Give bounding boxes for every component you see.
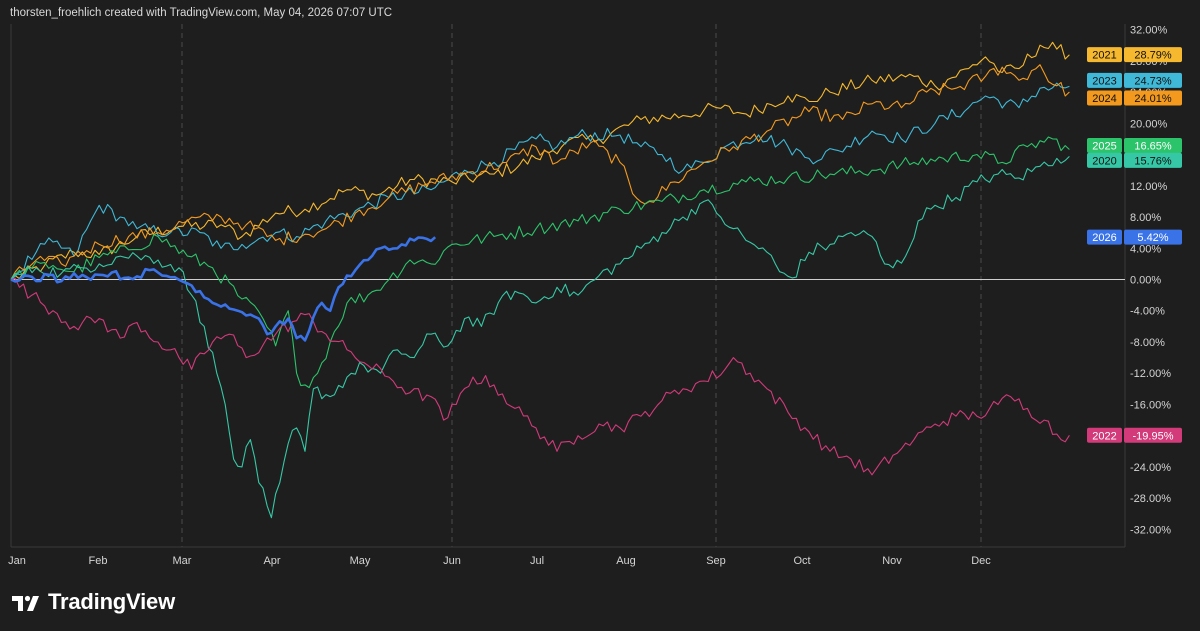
tradingview-logo-icon	[12, 595, 39, 611]
series-line-2022[interactable]	[10, 277, 1070, 476]
value-tag-2023: 2023 24.73%	[1087, 72, 1182, 88]
x-tick-label-apr: Apr	[263, 555, 280, 567]
tag-series-name: 2025	[1092, 140, 1116, 152]
y-tick-label: 4.00%	[1130, 243, 1161, 255]
x-tick-label-feb: Feb	[89, 555, 108, 567]
value-tag-2026: 2026 5.42%	[1087, 229, 1182, 245]
tag-name-box	[1087, 229, 1122, 245]
y-tick-label: 8.00%	[1130, 212, 1161, 224]
tag-series-name: 2023	[1092, 75, 1116, 87]
tag-name-box	[1087, 427, 1122, 443]
tag-value-text: 28.79%	[1134, 50, 1172, 62]
x-tick-label-sep: Sep	[706, 555, 726, 567]
tag-value-text: -19.95%	[1133, 430, 1174, 442]
y-tick-label: -28.00%	[1130, 493, 1171, 505]
y-tick-label: -4.00%	[1130, 306, 1165, 318]
series-lines	[10, 41, 1070, 519]
series-line-2024[interactable]	[10, 64, 1070, 280]
tag-series-name: 2022	[1092, 430, 1116, 442]
series-line-2021[interactable]	[10, 41, 1070, 280]
tag-value-text: 24.73%	[1134, 75, 1172, 87]
y-tick-label: 12.00%	[1130, 181, 1168, 193]
x-tick-label-mar: Mar	[173, 555, 192, 567]
tag-name-box	[1087, 47, 1122, 63]
x-tick-label-jan: Jan	[8, 555, 26, 567]
series-line-2023[interactable]	[10, 82, 1070, 280]
tag-name-box	[1087, 90, 1122, 106]
y-tick-label: -32.00%	[1130, 524, 1171, 536]
x-tick-label-dec: Dec	[971, 555, 991, 567]
tag-series-name: 2021	[1092, 50, 1116, 62]
plot-frame	[10, 24, 1126, 548]
y-tick-label: 0.00%	[1130, 275, 1161, 287]
value-tag-2025: 2025 16.65%	[1087, 137, 1182, 153]
y-tick-label: -8.00%	[1130, 337, 1165, 349]
series-value-tags: 2021 28.79% 2023 24.73% 2024 24.01% 2025 16.65%…	[1087, 47, 1182, 443]
tag-value-box	[1124, 90, 1182, 106]
tag-name-box	[1087, 152, 1122, 168]
y-tick-label: 32.00%	[1130, 25, 1168, 37]
tag-series-name: 2026	[1092, 232, 1116, 244]
value-tag-2024: 2024 24.01%	[1087, 90, 1182, 106]
y-tick-label: 20.00%	[1130, 118, 1168, 130]
tag-value-box	[1124, 229, 1182, 245]
value-tag-2021: 2021 28.79%	[1087, 47, 1182, 63]
y-tick-label: -16.00%	[1130, 399, 1171, 411]
series-line-2026[interactable]	[10, 236, 437, 342]
brand-footer: TradingView	[12, 589, 175, 615]
tag-value-box	[1124, 72, 1182, 88]
y-tick-label: -24.00%	[1130, 462, 1171, 474]
tag-value-box	[1124, 427, 1182, 443]
series-line-2025[interactable]	[10, 136, 1070, 389]
series-line-2020[interactable]	[10, 156, 1070, 519]
tag-name-box	[1087, 72, 1122, 88]
x-tick-label-may: May	[350, 555, 371, 567]
tag-series-name: 2024	[1092, 93, 1116, 105]
value-tag-2020: 2020 15.76%	[1087, 152, 1182, 168]
value-tag-2022: 2022 -19.95%	[1087, 427, 1182, 443]
y-tick-label: -12.00%	[1130, 368, 1171, 380]
tag-value-text: 24.01%	[1134, 93, 1172, 105]
tag-name-box	[1087, 137, 1122, 153]
x-tick-label-nov: Nov	[882, 555, 902, 567]
x-tick-label-jul: Jul	[530, 555, 544, 567]
tag-value-box	[1124, 47, 1182, 63]
x-tick-label-aug: Aug	[616, 555, 636, 567]
tag-value-box	[1124, 152, 1182, 168]
chart-caption: thorsten_froehlich created with TradingV…	[10, 7, 393, 19]
tag-value-text: 15.76%	[1134, 155, 1172, 167]
tag-value-text: 16.65%	[1134, 140, 1172, 152]
x-axis-tick-labels: Jan Feb Mar Apr May Jun Jul Aug Sep Oct Nov Dec	[8, 555, 991, 567]
x-tick-label-jun: Jun	[443, 555, 461, 567]
vertical-gridlines	[181, 24, 982, 547]
tag-value-box	[1124, 137, 1182, 153]
x-tick-label-oct: Oct	[793, 555, 810, 567]
tag-series-name: 2020	[1092, 155, 1116, 167]
tag-value-text: 5.42%	[1137, 232, 1168, 244]
brand-name: TradingView	[48, 589, 175, 614]
